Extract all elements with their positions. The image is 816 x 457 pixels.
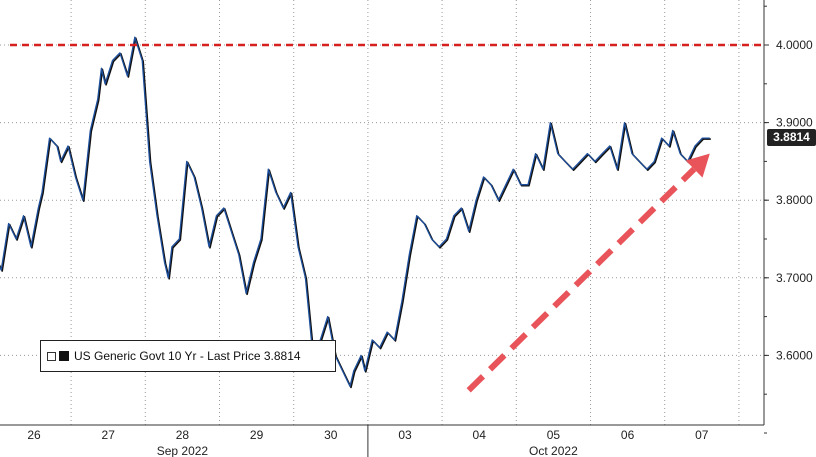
x-tick-label: 04 — [473, 428, 487, 442]
legend-swatch — [59, 351, 69, 361]
series-layer — [0, 36, 711, 389]
series-line-shadow — [0, 37, 711, 389]
x-tick-label: 26 — [27, 428, 41, 442]
legend-toggle-icon[interactable] — [47, 351, 56, 361]
last-price-badge: 3.8814 — [767, 129, 816, 146]
series-line — [0, 36, 710, 388]
x-month-label: Oct 2022 — [529, 444, 578, 457]
x-tick-label: 29 — [250, 428, 264, 442]
x-tick-label: 27 — [102, 428, 116, 442]
x-tick-label: 05 — [547, 428, 561, 442]
y-tick-label: 3.8000 — [776, 193, 813, 207]
x-tick-label: 28 — [176, 428, 190, 442]
x-tick-label: 07 — [695, 428, 709, 442]
y-tick-label: 4.0000 — [776, 38, 813, 52]
annotation-layer — [10, 43, 764, 393]
y-tick-label: 3.9000 — [776, 116, 813, 130]
trend-arrow-shaft — [466, 166, 697, 393]
legend-series-name: US Generic Govt 10 Yr - Last Price 3.881… — [74, 349, 301, 363]
legend: US Generic Govt 10 Yr - Last Price 3.881… — [40, 340, 336, 372]
x-tick-label: 06 — [621, 428, 635, 442]
y-tick-label: 3.7000 — [776, 271, 813, 285]
x-tick-label: 30 — [324, 428, 338, 442]
trend-arrow-head — [685, 153, 710, 178]
x-tick-label: 03 — [398, 428, 412, 442]
y-tick-label: 3.6000 — [776, 348, 813, 362]
x-month-label: Sep 2022 — [157, 444, 209, 457]
